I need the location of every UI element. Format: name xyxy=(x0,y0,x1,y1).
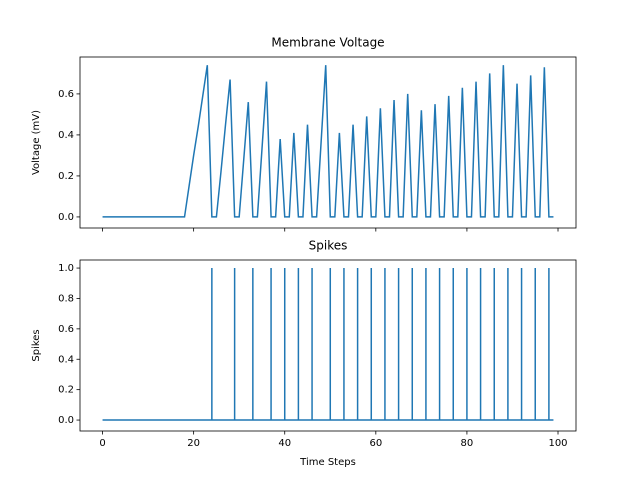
x-tick-label: 80 xyxy=(461,438,474,449)
y-tick-label: 0.2 xyxy=(58,385,74,396)
y-tick-label: 0.0 xyxy=(58,415,74,426)
y-tick-label: 0.6 xyxy=(58,324,74,335)
axes-frame xyxy=(79,56,577,229)
x-axis-label: Time Steps xyxy=(299,457,356,468)
voltage-line xyxy=(102,65,554,218)
chart-title: Spikes xyxy=(309,239,348,253)
y-tick-label: 0.4 xyxy=(58,354,74,365)
x-tick-label: 60 xyxy=(369,438,382,449)
y-axis-label: Voltage (mV) xyxy=(31,110,42,175)
x-tick-label: 20 xyxy=(187,438,200,449)
y-tick-label: 0.4 xyxy=(58,130,74,141)
y-tick-label: 0.0 xyxy=(58,212,74,223)
chart-title: Membrane Voltage xyxy=(271,36,384,50)
x-tick-label: 40 xyxy=(278,438,291,449)
y-tick-label: 0.6 xyxy=(58,89,74,100)
axes-frame xyxy=(79,259,577,432)
y-tick-label: 0.8 xyxy=(58,293,74,304)
y-tick-label: 1.0 xyxy=(58,263,74,274)
y-axis-label: Spikes xyxy=(31,329,42,361)
x-tick-label: 100 xyxy=(548,438,567,449)
x-tick-label: 0 xyxy=(99,438,105,449)
y-tick-label: 0.2 xyxy=(58,171,74,182)
